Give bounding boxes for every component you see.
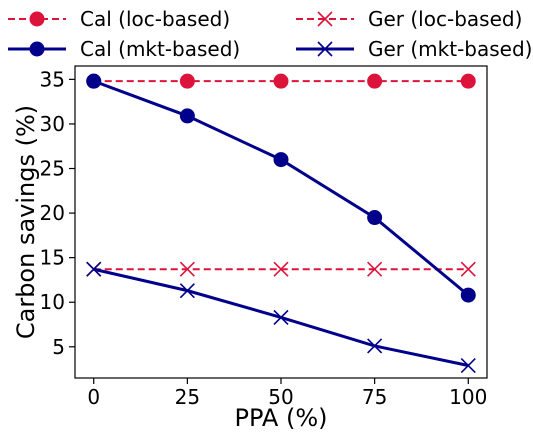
y-tick-label: 15	[40, 246, 65, 270]
series-ger-mkt-based	[86, 261, 476, 374]
legend-marker	[29, 41, 45, 57]
legend: Cal (loc-based) Ger (loc-based) Cal (mkt-b…	[8, 7, 532, 61]
data-point	[460, 73, 476, 89]
x-axis-label: PPA (%)	[235, 404, 328, 432]
data-point	[86, 73, 102, 89]
y-tick-label: 5	[52, 335, 65, 359]
y-axis-label: Carbon savings (%)	[12, 105, 40, 339]
data-point	[367, 338, 383, 354]
data-point	[367, 73, 383, 89]
data-point	[273, 152, 289, 168]
series-line	[93, 79, 470, 297]
data-point	[273, 309, 289, 325]
legend-label: Cal (loc-based)	[80, 7, 230, 31]
legend-marker	[317, 41, 333, 57]
data-point	[367, 210, 383, 226]
data-point	[367, 261, 383, 277]
y-tick-label: 20	[40, 201, 65, 225]
plot-area	[86, 73, 476, 374]
series-cal-loc-based	[86, 73, 476, 89]
data-point	[179, 108, 195, 124]
legend-label: Ger (mkt-based)	[368, 37, 532, 61]
legend-marker	[317, 11, 333, 27]
x-tick-label: 100	[449, 385, 487, 409]
legend-label: Ger (loc-based)	[368, 7, 522, 31]
legend-item-ger-mkt-based: Ger (mkt-based)	[296, 37, 532, 61]
x-tick-label: 75	[362, 385, 387, 409]
legend-item-ger-loc-based: Ger (loc-based)	[296, 7, 522, 31]
data-point	[460, 357, 476, 374]
x-tick-label: 50	[268, 385, 293, 409]
plot-frame	[74, 65, 488, 379]
data-point	[273, 73, 289, 89]
y-tick-label: 10	[40, 290, 65, 314]
data-point	[179, 73, 195, 89]
y-tick-label: 30	[40, 112, 65, 136]
data-point	[460, 261, 476, 277]
data-point	[273, 261, 289, 277]
data-point	[86, 261, 102, 277]
legend-marker	[29, 11, 45, 27]
y-tick-label: 35	[40, 67, 65, 91]
legend-label: Cal (mkt-based)	[80, 37, 240, 61]
data-point	[179, 261, 195, 277]
x-tick-label: 0	[87, 385, 100, 409]
data-point	[460, 287, 476, 303]
legend-item-cal-mkt-based: Cal (mkt-based)	[8, 37, 240, 61]
x-axis: 0 25 50 75 100	[87, 378, 487, 409]
x-tick-label: 25	[175, 385, 200, 409]
data-point	[179, 283, 195, 299]
series-cal-mkt-based	[86, 73, 476, 303]
y-tick-label: 25	[40, 157, 65, 181]
series-ger-loc-based	[86, 261, 476, 277]
legend-item-cal-loc-based: Cal (loc-based)	[8, 7, 230, 31]
y-axis: 5 10 15 20 25 30 35	[40, 67, 75, 359]
